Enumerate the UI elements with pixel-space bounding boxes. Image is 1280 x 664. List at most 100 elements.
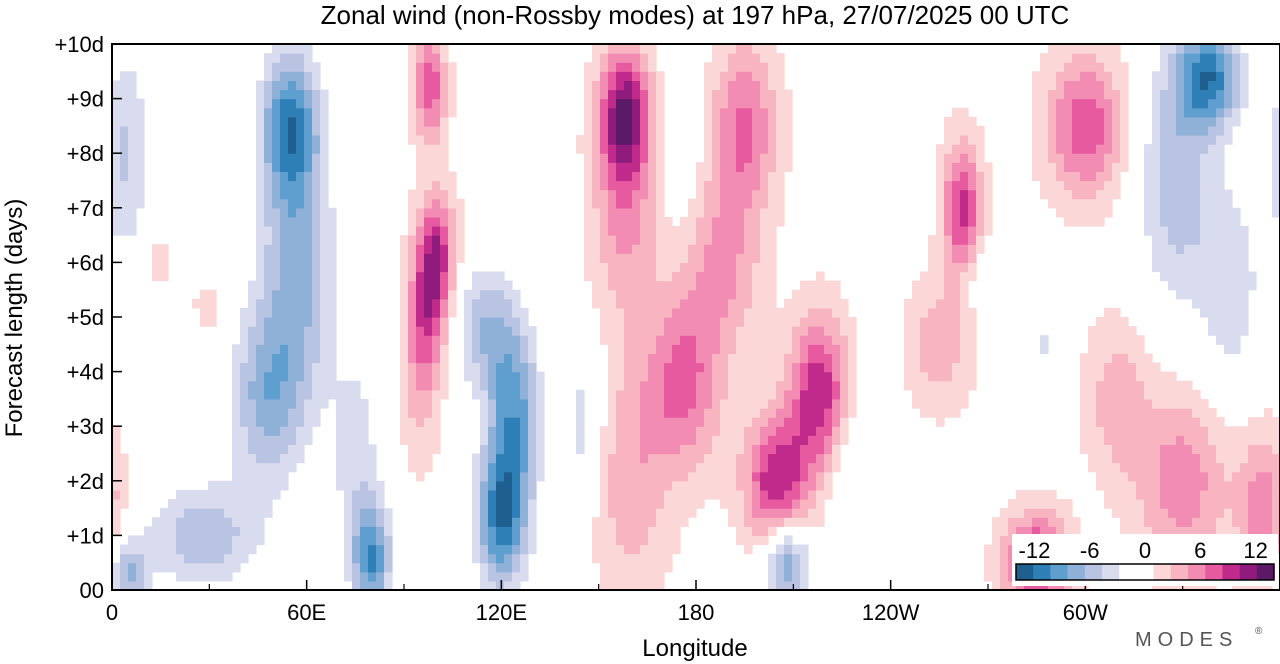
heatmap-cell xyxy=(432,362,441,373)
heatmap-cell xyxy=(680,253,689,263)
heatmap-cell xyxy=(1080,398,1089,409)
heatmap-cell xyxy=(256,462,265,473)
heatmap-cell xyxy=(640,362,649,373)
heatmap-cell xyxy=(816,417,825,427)
heatmap-cell xyxy=(272,489,281,500)
heatmap-cell xyxy=(616,453,625,464)
heatmap-cell xyxy=(272,335,281,345)
heatmap-cell xyxy=(1272,107,1280,118)
heatmap-cell xyxy=(272,62,281,72)
heatmap-cell xyxy=(344,489,353,500)
heatmap-cell xyxy=(1056,207,1065,218)
heatmap-cell xyxy=(704,207,713,218)
heatmap-cell xyxy=(968,135,977,145)
heatmap-cell xyxy=(696,298,705,309)
heatmap-cell xyxy=(768,89,777,100)
heatmap-cell xyxy=(680,262,689,273)
heatmap-cell xyxy=(416,280,425,291)
heatmap-cell xyxy=(792,417,801,427)
heatmap-cell xyxy=(464,298,473,309)
heatmap-cell xyxy=(528,362,537,373)
heatmap-cell xyxy=(424,235,433,245)
heatmap-cell xyxy=(1096,326,1105,336)
heatmap-cell xyxy=(1168,244,1177,254)
heatmap-cell xyxy=(136,153,145,163)
x-tick-label: 0 xyxy=(106,600,118,625)
plot-area xyxy=(111,43,1280,591)
heatmap-cell xyxy=(1072,189,1081,200)
heatmap-cell xyxy=(1176,408,1185,418)
heatmap-cell xyxy=(688,226,697,236)
heatmap-cell xyxy=(328,235,337,245)
heatmap-cell xyxy=(792,453,801,464)
heatmap-cell xyxy=(720,435,729,445)
heatmap-cell xyxy=(1096,335,1105,345)
heatmap-cell xyxy=(1176,435,1185,445)
heatmap-cell xyxy=(312,171,321,182)
heatmap-cell xyxy=(304,326,313,336)
heatmap-cell xyxy=(288,262,297,273)
heatmap-cell xyxy=(504,326,513,336)
heatmap-cell xyxy=(1264,444,1273,455)
heatmap-cell xyxy=(248,317,257,327)
heatmap-cell xyxy=(1216,271,1225,282)
heatmap-cell xyxy=(704,298,713,309)
heatmap-cell xyxy=(768,362,777,373)
heatmap-cell xyxy=(704,135,713,145)
heatmap-cell xyxy=(904,380,913,391)
heatmap-cell xyxy=(256,426,265,436)
heatmap-cell xyxy=(792,317,801,327)
heatmap-cell xyxy=(296,116,305,127)
heatmap-cell xyxy=(1184,417,1193,427)
heatmap-cell xyxy=(1136,444,1145,455)
heatmap-cell xyxy=(624,125,633,136)
heatmap-cell xyxy=(280,162,289,172)
heatmap-cell xyxy=(624,271,633,282)
heatmap-cell xyxy=(584,162,593,172)
heatmap-cell xyxy=(848,362,857,373)
y-tick-label: +8d xyxy=(67,141,104,166)
heatmap-cell xyxy=(1040,526,1049,536)
heatmap-cell xyxy=(432,307,441,318)
heatmap-cell xyxy=(408,98,417,109)
heatmap-cell xyxy=(736,180,745,191)
heatmap-cell xyxy=(696,198,705,209)
y-tick-label: +1d xyxy=(67,523,104,548)
heatmap-cell xyxy=(720,153,729,163)
heatmap-cell xyxy=(752,526,761,536)
heatmap-cell xyxy=(712,489,721,500)
heatmap-cell xyxy=(744,471,753,482)
heatmap-cell xyxy=(952,408,961,418)
heatmap-cell xyxy=(648,244,657,254)
heatmap-cell xyxy=(744,408,753,418)
heatmap-cell xyxy=(1152,380,1161,391)
heatmap-cell xyxy=(1256,517,1265,527)
heatmap-cell xyxy=(752,162,761,172)
heatmap-cell xyxy=(416,53,425,63)
heatmap-cell xyxy=(224,526,233,536)
heatmap-cell xyxy=(120,462,129,473)
heatmap-cell xyxy=(408,362,417,373)
heatmap-cell xyxy=(648,535,657,546)
heatmap-cell xyxy=(728,298,737,309)
heatmap-cell xyxy=(296,62,305,72)
heatmap-cell xyxy=(288,453,297,464)
heatmap-cell xyxy=(744,144,753,154)
heatmap-cell xyxy=(512,289,521,300)
heatmap-cell xyxy=(760,235,769,245)
heatmap-cell xyxy=(640,180,649,191)
heatmap-cell xyxy=(256,153,265,163)
heatmap-cell xyxy=(744,44,753,54)
heatmap-cell xyxy=(584,125,593,136)
heatmap-cell xyxy=(1224,489,1233,500)
heatmap-cell xyxy=(1208,153,1217,163)
heatmap-cell xyxy=(256,253,265,263)
heatmap-cell xyxy=(936,235,945,245)
heatmap-cell xyxy=(728,135,737,145)
heatmap-cell xyxy=(1096,344,1105,354)
heatmap-cell xyxy=(736,307,745,318)
heatmap-cell xyxy=(408,435,417,445)
heatmap-cell xyxy=(1088,71,1097,81)
heatmap-cell xyxy=(440,171,449,182)
heatmap-cell xyxy=(1128,408,1137,418)
